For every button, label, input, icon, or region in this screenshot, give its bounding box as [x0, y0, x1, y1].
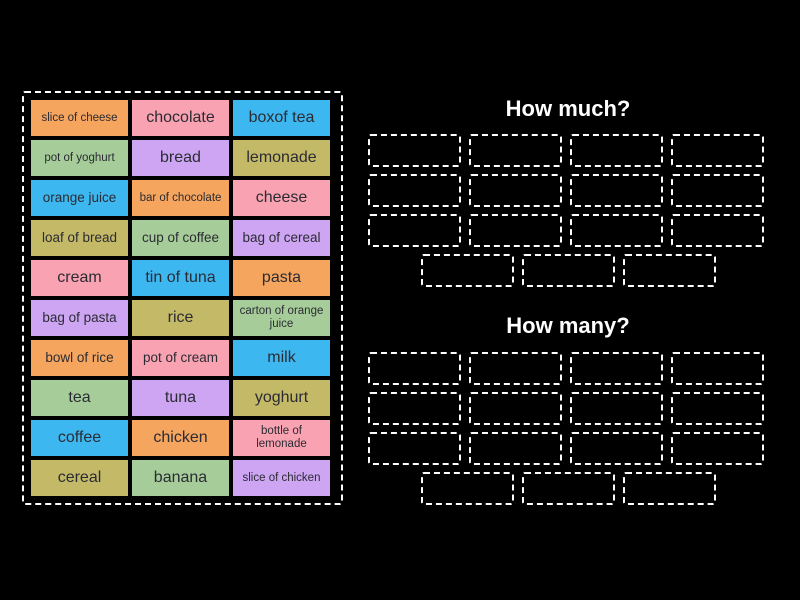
slot-row	[368, 254, 768, 288]
tile-banana[interactable]: banana	[132, 460, 229, 496]
tile-carton-of-orange-juice[interactable]: carton of orange juice	[233, 300, 330, 336]
drop-slot[interactable]	[671, 391, 764, 425]
drop-slot[interactable]	[368, 391, 461, 425]
tile-slice-of-chicken[interactable]: slice of chicken	[233, 460, 330, 496]
drop-slot[interactable]	[622, 254, 716, 288]
tile-bank: slice of cheese chocolate boxof tea pot of …	[22, 91, 343, 505]
drop-slot[interactable]	[368, 431, 461, 465]
tile-bag-of-pasta[interactable]: bag of pasta	[31, 300, 128, 336]
tile-bread[interactable]: bread	[132, 140, 229, 176]
tile-cereal[interactable]: cereal	[31, 460, 128, 496]
tile-lemonade[interactable]: lemonade	[233, 140, 330, 176]
tile-cup-of-coffee[interactable]: cup of coffee	[132, 220, 229, 256]
tile-yoghurt[interactable]: yoghurt	[233, 380, 330, 416]
tile-bowl-of-rice[interactable]: bowl of rice	[31, 340, 128, 376]
drop-slot[interactable]	[671, 431, 764, 465]
tile-bar-of-chocolate[interactable]: bar of chocolate	[132, 180, 229, 216]
drop-slot[interactable]	[368, 134, 461, 168]
drop-slot[interactable]	[570, 174, 663, 208]
slot-row	[368, 214, 768, 248]
drop-slot[interactable]	[469, 214, 562, 248]
drop-slot[interactable]	[368, 214, 461, 248]
slot-row	[368, 431, 768, 465]
tile-tuna[interactable]: tuna	[132, 380, 229, 416]
drop-slot[interactable]	[671, 174, 764, 208]
tile-bag-of-cereal[interactable]: bag of cereal	[233, 220, 330, 256]
drop-slot[interactable]	[622, 471, 716, 505]
drop-slot[interactable]	[671, 134, 764, 168]
drop-slot[interactable]	[469, 391, 562, 425]
drop-slot[interactable]	[469, 351, 562, 385]
group-columns: How much? How many?	[368, 96, 768, 512]
drop-slot[interactable]	[420, 471, 514, 505]
tile-pasta[interactable]: pasta	[233, 260, 330, 296]
tile-cheese[interactable]: cheese	[233, 180, 330, 216]
drop-slot[interactable]	[368, 351, 461, 385]
drop-slot[interactable]	[469, 431, 562, 465]
drop-slot[interactable]	[570, 391, 663, 425]
drop-slot[interactable]	[570, 351, 663, 385]
group-title-how-much: How much?	[505, 96, 631, 121]
tile-boxof-tea[interactable]: boxof tea	[233, 100, 330, 136]
drop-slot[interactable]	[570, 214, 663, 248]
tile-rice[interactable]: rice	[132, 300, 229, 336]
slot-row	[368, 174, 768, 208]
tile-cream[interactable]: cream	[31, 260, 128, 296]
tile-tin-of-tuna[interactable]: tin of tuna	[132, 260, 229, 296]
tile-tea[interactable]: tea	[31, 380, 128, 416]
tile-slice-of-cheese[interactable]: slice of cheese	[31, 100, 128, 136]
group-how-much: How much?	[368, 96, 768, 294]
drop-slot[interactable]	[368, 174, 461, 208]
drop-slot[interactable]	[671, 214, 764, 248]
tile-chicken[interactable]: chicken	[132, 420, 229, 456]
drop-slot[interactable]	[671, 351, 764, 385]
tile-coffee[interactable]: coffee	[31, 420, 128, 456]
group-title-how-many: How many?	[506, 313, 630, 339]
drop-slot[interactable]	[469, 134, 562, 168]
slot-row	[368, 351, 768, 385]
drop-slot[interactable]	[420, 254, 514, 288]
drop-slot[interactable]	[469, 174, 562, 208]
drop-slot[interactable]	[570, 134, 663, 168]
drop-slot[interactable]	[570, 431, 663, 465]
tile-loaf-of-bread[interactable]: loaf of bread	[31, 220, 128, 256]
slot-row	[368, 134, 768, 168]
tile-orange-juice[interactable]: orange juice	[31, 180, 128, 216]
slot-row	[368, 391, 768, 425]
drop-slot[interactable]	[521, 254, 615, 288]
group-how-many: How many?	[368, 313, 768, 511]
slot-row	[368, 471, 768, 505]
tile-pot-of-cream[interactable]: pot of cream	[132, 340, 229, 376]
tile-pot-of-yoghurt[interactable]: pot of yoghurt	[31, 140, 128, 176]
tile-chocolate[interactable]: chocolate	[132, 100, 229, 136]
drop-slot[interactable]	[521, 471, 615, 505]
tile-bottle-of-lemonade[interactable]: bottle of lemonade	[233, 420, 330, 456]
tile-milk[interactable]: milk	[233, 340, 330, 376]
